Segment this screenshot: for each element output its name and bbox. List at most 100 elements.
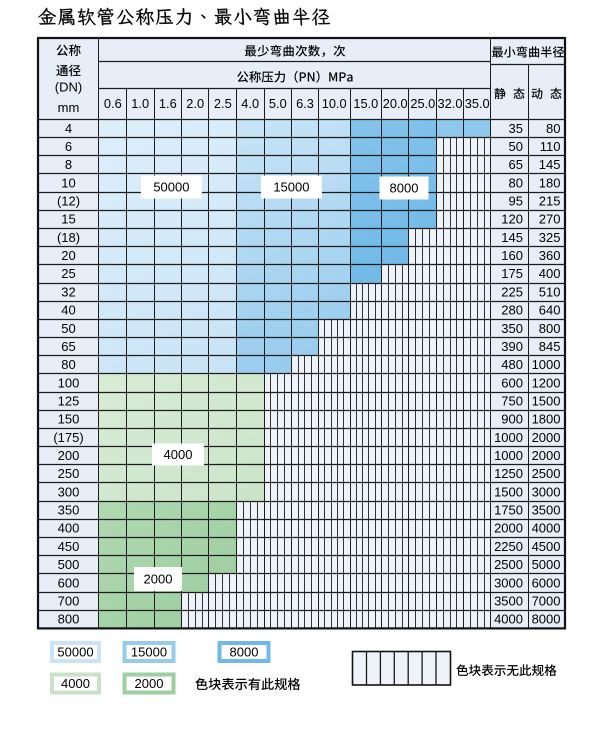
svg-text:150: 150 [58,412,80,427]
svg-text:110: 110 [540,139,561,154]
svg-text:510: 510 [539,284,561,299]
svg-text:4000: 4000 [164,447,193,462]
svg-text:8000: 8000 [390,181,419,196]
svg-text:10.0: 10.0 [322,96,347,111]
svg-text:1800: 1800 [532,412,561,427]
svg-text:15000: 15000 [131,645,167,660]
svg-text:1500: 1500 [494,484,523,499]
svg-text:4.0: 4.0 [241,96,259,111]
svg-text:80: 80 [509,175,523,190]
svg-text:3000: 3000 [532,484,561,499]
svg-text:3000: 3000 [494,575,523,590]
svg-text:2000: 2000 [532,430,561,445]
svg-text:1250: 1250 [494,466,523,481]
svg-text:100: 100 [58,375,80,390]
svg-text:25.0: 25.0 [410,96,435,111]
svg-text:6000: 6000 [532,575,561,590]
svg-text:50: 50 [509,139,523,154]
svg-text:225: 225 [501,284,523,299]
svg-text:65: 65 [61,339,75,354]
svg-text:20: 20 [61,248,75,263]
svg-text:2250: 2250 [494,539,523,554]
svg-text:600: 600 [501,375,523,390]
svg-text:7000: 7000 [532,593,561,608]
svg-text:(18): (18) [57,230,80,245]
svg-text:(DN): (DN) [55,80,82,95]
svg-text:1.6: 1.6 [159,96,177,111]
svg-text:180: 180 [539,175,561,190]
svg-text:215: 215 [539,194,561,209]
svg-text:15: 15 [61,212,75,227]
svg-text:450: 450 [58,539,80,554]
svg-text:1750: 1750 [494,503,523,518]
svg-text:2500: 2500 [532,466,561,481]
svg-text:145: 145 [501,230,523,245]
svg-text:4: 4 [65,121,72,136]
svg-text:15000: 15000 [273,180,309,195]
svg-text:2000: 2000 [494,521,523,536]
svg-text:845: 845 [539,339,561,354]
svg-text:8000: 8000 [532,612,561,627]
svg-text:5.0: 5.0 [269,96,287,111]
svg-text:2500: 2500 [494,557,523,572]
svg-text:400: 400 [539,266,561,281]
svg-text:8000: 8000 [230,645,259,660]
svg-text:480: 480 [501,357,523,372]
svg-text:50000: 50000 [153,180,189,195]
svg-text:2.5: 2.5 [214,96,232,111]
svg-text:3500: 3500 [532,503,561,518]
svg-text:3500: 3500 [494,593,523,608]
svg-text:300: 300 [58,484,80,499]
svg-text:400: 400 [58,521,80,536]
svg-text:145: 145 [539,157,561,172]
svg-text:280: 280 [501,303,523,318]
svg-text:4500: 4500 [532,539,561,554]
svg-text:125: 125 [58,394,80,409]
svg-text:25: 25 [61,266,75,281]
svg-text:390: 390 [501,339,523,354]
svg-text:2000: 2000 [532,448,561,463]
svg-text:600: 600 [58,575,80,590]
svg-text:175: 175 [501,266,523,281]
svg-text:32.0: 32.0 [438,96,463,111]
svg-text:325: 325 [539,230,561,245]
svg-text:350: 350 [501,321,523,336]
svg-text:1000: 1000 [532,357,561,372]
svg-text:350: 350 [58,503,80,518]
svg-text:10: 10 [61,175,75,190]
svg-text:1500: 1500 [532,394,561,409]
svg-text:200: 200 [58,448,80,463]
svg-text:700: 700 [58,593,80,608]
svg-text:6.3: 6.3 [296,96,314,111]
svg-text:35: 35 [509,121,523,136]
svg-text:80: 80 [61,357,75,372]
svg-text:270: 270 [539,212,561,227]
svg-text:2000: 2000 [135,676,164,691]
svg-text:32: 32 [61,284,75,299]
svg-text:4000: 4000 [61,676,90,691]
svg-text:8: 8 [65,157,72,172]
svg-text:(12): (12) [57,194,80,209]
svg-text:2000: 2000 [144,572,173,587]
svg-text:250: 250 [58,466,80,481]
svg-text:800: 800 [58,612,80,627]
svg-text:360: 360 [539,248,561,263]
svg-text:50: 50 [61,321,75,336]
svg-text:1.0: 1.0 [131,96,149,111]
svg-text:95: 95 [509,194,523,209]
svg-text:20.0: 20.0 [383,96,408,111]
svg-text:5000: 5000 [532,557,561,572]
svg-text:mm: mm [58,100,80,115]
svg-text:1000: 1000 [494,448,523,463]
svg-text:500: 500 [58,557,80,572]
svg-text:65: 65 [509,157,523,172]
svg-text:120: 120 [501,212,523,227]
svg-text:640: 640 [539,303,561,318]
svg-text:(175): (175) [53,430,83,445]
svg-text:0.6: 0.6 [104,96,122,111]
svg-text:40: 40 [61,303,75,318]
svg-text:4000: 4000 [532,521,561,536]
svg-text:15.0: 15.0 [353,96,378,111]
svg-text:2.0: 2.0 [186,96,204,111]
svg-text:4000: 4000 [494,612,523,627]
